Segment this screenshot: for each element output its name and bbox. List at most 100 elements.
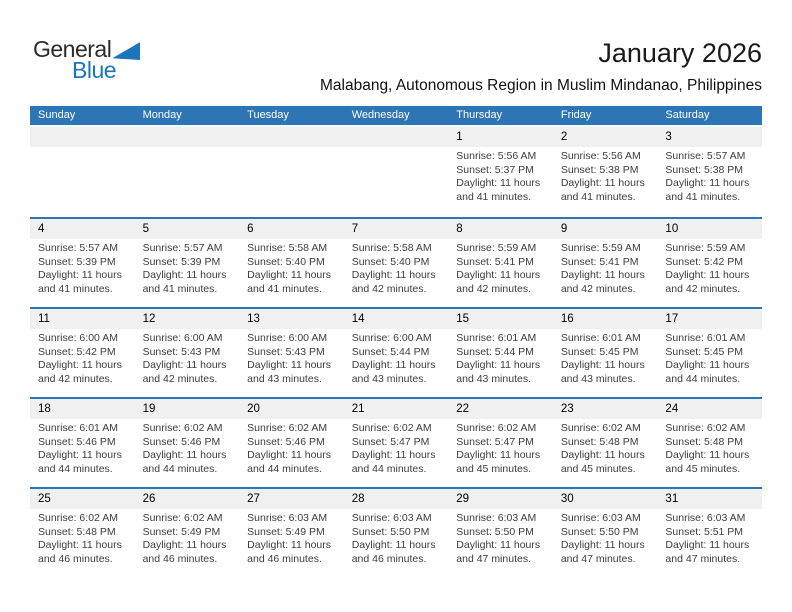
day-cell-29: 29 Sunrise: 6:03 AM Sunset: 5:50 PM Dayligh… (448, 489, 553, 577)
day-number: 25 (30, 489, 135, 509)
day-number: 24 (657, 399, 762, 419)
daylight-text: Daylight: 11 hours and 44 minutes. (247, 449, 331, 475)
week-row-3: 11 Sunrise: 6:00 AM Sunset: 5:42 PM Dayligh… (30, 307, 762, 397)
sunset-text: Sunset: 5:43 PM (247, 345, 325, 358)
sunset-text: Sunset: 5:47 PM (351, 435, 430, 448)
daylight-text: Daylight: 11 hours and 42 minutes. (351, 269, 436, 295)
weekday-header-wednesday: Wednesday (351, 109, 410, 121)
day-details: Sunrise: 5:58 AM Sunset: 5:40 PM Daylight:… (344, 239, 449, 296)
sunrise-text: Sunrise: 6:02 AM (560, 422, 641, 434)
weekday-header-thursday: Thursday (456, 109, 503, 121)
day-number: 8 (448, 219, 553, 239)
day-cell-20: 20 Sunrise: 6:02 AM Sunset: 5:46 PM Dayligh… (239, 399, 344, 487)
day-cell-13: 13 Sunrise: 6:00 AM Sunset: 5:43 PM Dayligh… (239, 309, 344, 397)
day-cell-31: 31 Sunrise: 6:03 AM Sunset: 5:51 PM Dayligh… (657, 489, 762, 577)
day-details: Sunrise: 6:00 AM Sunset: 5:43 PM Daylight:… (239, 329, 344, 386)
week-row-2: 4 Sunrise: 5:57 AM Sunset: 5:39 PM Daylight… (30, 217, 762, 307)
day-details: Sunrise: 5:57 AM Sunset: 5:38 PM Daylight:… (657, 147, 762, 204)
sunset-text: Sunset: 5:43 PM (142, 345, 221, 358)
day-cell-17: 17 Sunrise: 6:01 AM Sunset: 5:45 PM Dayligh… (657, 309, 762, 397)
sunrise-text: Sunrise: 6:03 AM (456, 512, 537, 524)
week-row-4: 18 Sunrise: 6:01 AM Sunset: 5:46 PM Dayligh… (30, 397, 762, 487)
day-cell-18: 18 Sunrise: 6:01 AM Sunset: 5:46 PM Dayligh… (30, 399, 135, 487)
daylight-text: Daylight: 11 hours and 47 minutes. (456, 539, 541, 565)
day-details: Sunrise: 5:57 AM Sunset: 5:39 PM Daylight:… (135, 239, 240, 296)
sunrise-text: Sunrise: 5:57 AM (142, 242, 223, 254)
day-number: 2 (552, 127, 658, 147)
day-cell-empty (239, 127, 344, 217)
day-number: 23 (552, 399, 658, 419)
day-details: Sunrise: 6:02 AM Sunset: 5:46 PM Daylight:… (239, 419, 344, 476)
day-number: 19 (134, 399, 240, 419)
day-number: 14 (343, 309, 449, 329)
daylight-text: Daylight: 11 hours and 44 minutes. (142, 449, 227, 475)
day-number: 13 (239, 309, 344, 329)
day-number: 17 (657, 309, 762, 329)
day-cell-27: 27 Sunrise: 6:03 AM Sunset: 5:49 PM Dayligh… (239, 489, 344, 577)
sunrise-text: Sunrise: 6:03 AM (560, 512, 641, 524)
sunset-text: Sunset: 5:49 PM (247, 525, 325, 538)
sunrise-text: Sunrise: 6:02 AM (665, 422, 746, 434)
day-number: 29 (448, 489, 553, 509)
sunset-text: Sunset: 5:50 PM (351, 525, 430, 538)
day-cell-15: 15 Sunrise: 6:01 AM Sunset: 5:44 PM Dayligh… (448, 309, 553, 397)
sunrise-text: Sunrise: 5:57 AM (665, 150, 746, 162)
sunset-text: Sunset: 5:38 PM (665, 163, 744, 176)
weekday-header-friday: Friday (560, 109, 592, 121)
day-cell-28: 28 Sunrise: 6:03 AM Sunset: 5:50 PM Dayligh… (343, 489, 449, 577)
sunrise-text: Sunrise: 6:00 AM (142, 332, 223, 344)
location-subtitle: Malabang, Autonomous Region in Muslim Mi… (319, 77, 762, 94)
daylight-text: Daylight: 11 hours and 42 minutes. (560, 269, 645, 295)
calendar-table: Sunday Monday Tuesday Wednesday Thursday Frid… (30, 106, 762, 577)
sunset-text: Sunset: 5:46 PM (247, 435, 325, 448)
day-number: 5 (134, 219, 240, 239)
sunset-text: Sunset: 5:40 PM (351, 255, 430, 268)
day-cell-3: 3 Sunrise: 5:57 AM Sunset: 5:38 PM Daylight… (657, 127, 762, 217)
day-details: Sunrise: 6:02 AM Sunset: 5:48 PM Daylight:… (657, 419, 762, 476)
day-details: Sunrise: 5:57 AM Sunset: 5:39 PM Daylight:… (30, 239, 135, 296)
sunset-text: Sunset: 5:48 PM (38, 525, 116, 538)
day-cell-1: 1 Sunrise: 5:56 AM Sunset: 5:37 PM Daylight… (448, 127, 553, 217)
day-number: 10 (657, 219, 762, 239)
daylight-text: Daylight: 11 hours and 45 minutes. (560, 449, 645, 475)
day-cell-7: 7 Sunrise: 5:58 AM Sunset: 5:40 PM Daylight… (343, 219, 449, 307)
daylight-text: Daylight: 11 hours and 44 minutes. (38, 449, 122, 475)
day-cell-26: 26 Sunrise: 6:02 AM Sunset: 5:49 PM Dayligh… (134, 489, 240, 577)
day-number: 26 (134, 489, 240, 509)
sunrise-text: Sunrise: 6:00 AM (351, 332, 432, 344)
day-details: Sunrise: 6:02 AM Sunset: 5:48 PM Daylight:… (30, 509, 135, 566)
sunset-text: Sunset: 5:37 PM (456, 163, 534, 176)
sunrise-text: Sunrise: 6:02 AM (38, 512, 118, 524)
day-number: 1 (448, 127, 553, 147)
day-details: Sunrise: 6:00 AM Sunset: 5:43 PM Daylight:… (135, 329, 240, 386)
day-number: 7 (343, 219, 449, 239)
day-cell-6: 6 Sunrise: 5:58 AM Sunset: 5:40 PM Daylight… (239, 219, 344, 307)
daylight-text: Daylight: 11 hours and 46 minutes. (38, 539, 122, 565)
sunset-text: Sunset: 5:45 PM (560, 345, 639, 358)
day-details: Sunrise: 6:03 AM Sunset: 5:51 PM Daylight:… (657, 509, 762, 566)
day-cell-14: 14 Sunrise: 6:00 AM Sunset: 5:44 PM Dayligh… (343, 309, 449, 397)
sunrise-text: Sunrise: 5:59 AM (560, 242, 641, 254)
day-number: 20 (239, 399, 344, 419)
sunset-text: Sunset: 5:44 PM (456, 345, 534, 358)
sunrise-text: Sunrise: 6:02 AM (247, 422, 328, 434)
weekday-header-row: Sunday Monday Tuesday Wednesday Thursday Frid… (30, 106, 762, 125)
calendar-weeks: 1 Sunrise: 5:56 AM Sunset: 5:37 PM Daylight… (30, 127, 762, 577)
daylight-text: Daylight: 11 hours and 46 minutes. (351, 539, 436, 565)
sunrise-text: Sunrise: 6:01 AM (38, 422, 118, 434)
logo-general-text: General (33, 36, 112, 62)
daylight-text: Daylight: 11 hours and 43 minutes. (456, 359, 541, 385)
sunrise-text: Sunrise: 6:03 AM (351, 512, 432, 524)
day-cell-30: 30 Sunrise: 6:03 AM Sunset: 5:50 PM Dayligh… (552, 489, 658, 577)
day-details: Sunrise: 6:02 AM Sunset: 5:48 PM Daylight:… (553, 419, 658, 476)
daylight-text: Daylight: 11 hours and 43 minutes. (560, 359, 645, 385)
day-details: Sunrise: 5:59 AM Sunset: 5:41 PM Daylight:… (553, 239, 658, 296)
day-number: 12 (134, 309, 240, 329)
day-cell-9: 9 Sunrise: 5:59 AM Sunset: 5:41 PM Daylight… (552, 219, 658, 307)
sunset-text: Sunset: 5:39 PM (142, 255, 221, 268)
day-details: Sunrise: 6:01 AM Sunset: 5:45 PM Daylight:… (657, 329, 762, 386)
weekday-header-saturday: Saturday (665, 109, 710, 121)
day-details: Sunrise: 5:56 AM Sunset: 5:37 PM Daylight:… (448, 147, 553, 204)
sunset-text: Sunset: 5:41 PM (560, 255, 639, 268)
